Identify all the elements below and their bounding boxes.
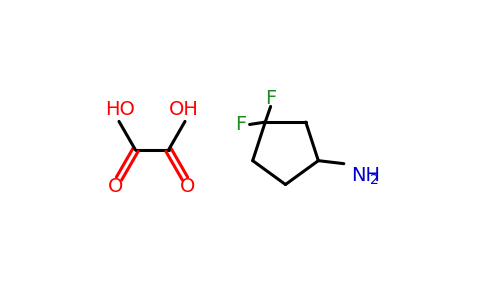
Text: 2: 2	[370, 173, 378, 188]
Text: F: F	[265, 88, 276, 108]
Text: HO: HO	[106, 100, 136, 119]
Text: O: O	[180, 177, 196, 196]
Text: NH: NH	[351, 166, 380, 184]
Text: F: F	[235, 115, 246, 134]
Text: OH: OH	[168, 100, 198, 119]
Text: O: O	[108, 177, 124, 196]
